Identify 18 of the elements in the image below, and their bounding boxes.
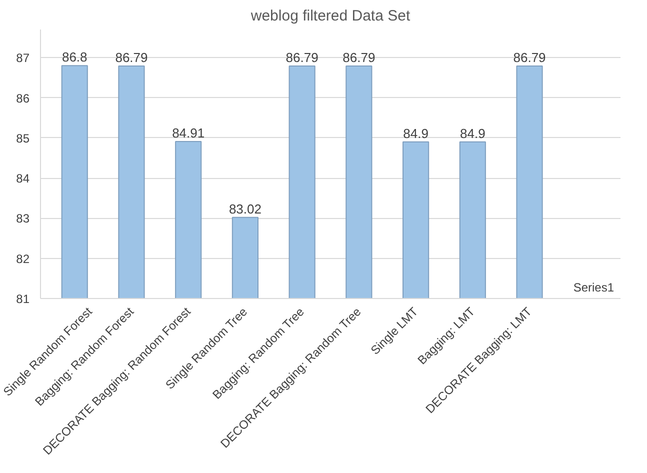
y-tick-label: 87	[16, 51, 30, 66]
data-label: 86.79	[286, 50, 318, 66]
text: Series1	[573, 280, 614, 294]
data-label: 84.9	[403, 126, 428, 141]
chart-title: weblog filtered Data Set	[250, 8, 411, 24]
y-tick-label: 86	[16, 91, 30, 106]
y-tick-label: 81	[16, 292, 30, 306]
data-label: 84.9	[460, 126, 486, 141]
y-tick-label: 84	[16, 172, 30, 186]
y-tick-label: 85	[16, 131, 30, 146]
data-label: 86.8	[62, 50, 88, 65]
y-tick-label: 82	[16, 252, 30, 266]
data-label: 86.79	[115, 50, 148, 66]
data-label: 86.79	[342, 50, 376, 66]
data-label: 86.79	[513, 50, 546, 66]
data-label: 84.91	[172, 126, 205, 141]
y-tick-label: 83	[16, 212, 30, 226]
data-label: 83.02	[228, 201, 262, 216]
